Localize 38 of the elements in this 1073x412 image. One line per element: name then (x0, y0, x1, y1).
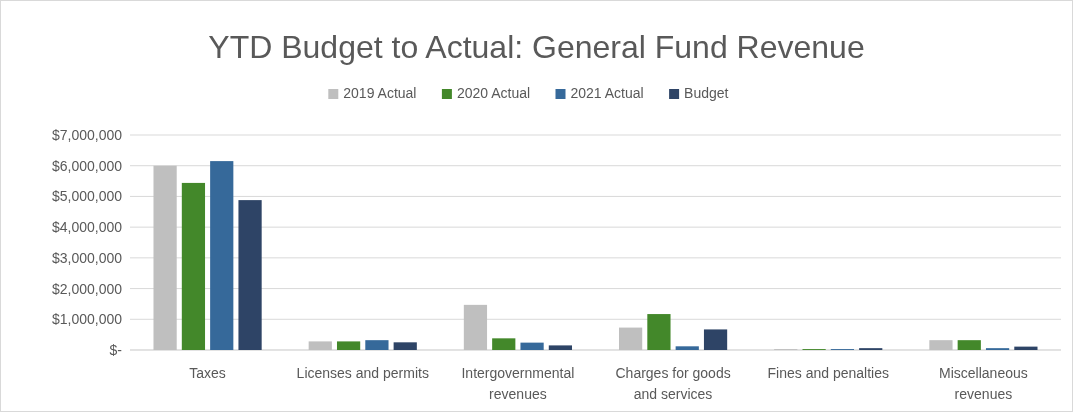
x-tick-label: Miscellaneous revenues (939, 365, 1028, 402)
legend-label: 2020 Actual (456, 85, 531, 101)
legend-label: 2021 Actual (570, 85, 644, 101)
x-tick-label: Licenses and permits (296, 365, 429, 381)
y-tick-label: $2,000,000 (51, 280, 123, 297)
x-tick-label: Intergovernmental revenues (461, 365, 575, 402)
bar (492, 338, 516, 350)
bar (153, 165, 177, 350)
bar (336, 341, 361, 350)
x-tick-label: Fines and penalties (767, 365, 889, 381)
y-tick-label: $- (109, 342, 123, 358)
legend-label: Budget (684, 85, 729, 101)
y-tick-label: $3,000,000 (51, 249, 123, 266)
y-tick-label: $7,000,000 (51, 127, 123, 143)
x-tick-label: Taxes (189, 365, 226, 381)
bar (365, 340, 389, 350)
bar (238, 200, 262, 350)
bar (181, 182, 206, 350)
y-tick-label: $5,000,000 (51, 188, 123, 205)
bar (647, 314, 671, 350)
bar (393, 342, 417, 350)
bar (957, 340, 981, 350)
bar (308, 341, 332, 350)
legend-label: 2019 Actual (343, 85, 417, 101)
x-tick-label: Charges for goods and services (615, 365, 731, 402)
bar (1014, 346, 1038, 350)
bar (703, 329, 728, 350)
bar (548, 345, 572, 350)
y-tick-label: $4,000,000 (51, 219, 123, 236)
bar (210, 161, 234, 350)
y-tick-label: $6,000,000 (51, 157, 123, 174)
y-tick-label: $1,000,000 (51, 311, 123, 328)
bar (929, 340, 953, 350)
bar (675, 346, 699, 350)
bar (463, 304, 488, 350)
bar (619, 327, 643, 350)
chart-title: YTD Budget to Actual: General Fund Revenue (208, 29, 865, 65)
bar (520, 342, 544, 350)
